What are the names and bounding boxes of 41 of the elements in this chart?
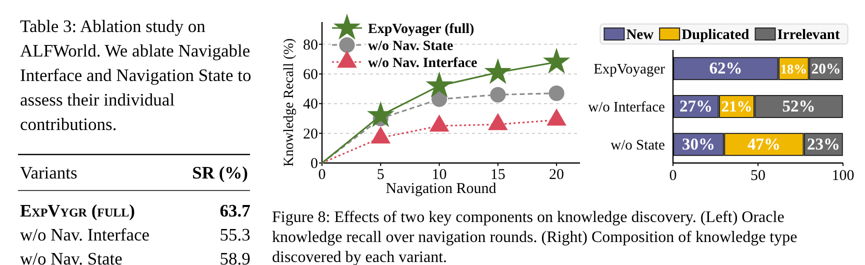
data-label: 52%: [782, 96, 816, 116]
y-tick-label: 20: [303, 126, 318, 142]
x-tick-label: 100: [832, 168, 854, 184]
text: SR (%): [192, 162, 248, 182]
x-tick-label: 10: [432, 167, 447, 183]
x-tick-label: 20: [549, 167, 564, 183]
text: 55.3: [220, 224, 251, 244]
data-label: 30%: [682, 134, 715, 154]
y-tick-label: 60: [303, 66, 318, 83]
text: Variants: [20, 162, 78, 182]
text: w/o Nav. State: [20, 248, 123, 265]
y-axis-title: Knowledge Recall (%): [282, 38, 297, 167]
legend-label: New: [626, 27, 654, 43]
text: 58.9: [220, 248, 251, 265]
y-tick-label: 40: [303, 96, 318, 113]
x-tick-label: 0: [669, 168, 677, 184]
x-tick-label: 5: [376, 167, 384, 183]
data-label: 23%: [806, 134, 840, 154]
data-label: 47%: [747, 134, 780, 154]
y-tick-label: w/o State: [610, 137, 665, 154]
data-label: 18%: [780, 62, 807, 77]
y-tick-label: ExpVoyager: [594, 62, 666, 78]
x-tick-label: 50: [750, 168, 766, 184]
legend-label: Duplicated: [682, 27, 750, 43]
y-tick-label: 0: [310, 156, 318, 172]
x-tick-label: 15: [490, 167, 506, 183]
data-label: 20%: [811, 62, 841, 78]
legend-label: w/o Nav. Interface: [368, 56, 478, 71]
legend-label: ExpVoyager (full): [368, 22, 475, 37]
y-tick-label: w/o Interface: [588, 100, 665, 116]
text: Table 3: Ablation study on ALFWorld. We ablate Navigable Interface and Navigation State to assess their individual contributions.: [20, 16, 252, 134]
y-tick-label: 80: [303, 37, 318, 54]
text: 63.7: [220, 200, 251, 220]
data-label: 62%: [709, 58, 742, 78]
text: ExpVygr (full): [20, 200, 136, 220]
x-axis-title: Navigation Round: [386, 181, 497, 197]
data-label: 27%: [679, 96, 712, 116]
legend-label: Irrelevant: [777, 27, 840, 43]
data-label: 21%: [721, 98, 752, 116]
legend-label: w/o Nav. State: [368, 39, 454, 54]
text: w/o Nav. Interface: [20, 224, 150, 244]
